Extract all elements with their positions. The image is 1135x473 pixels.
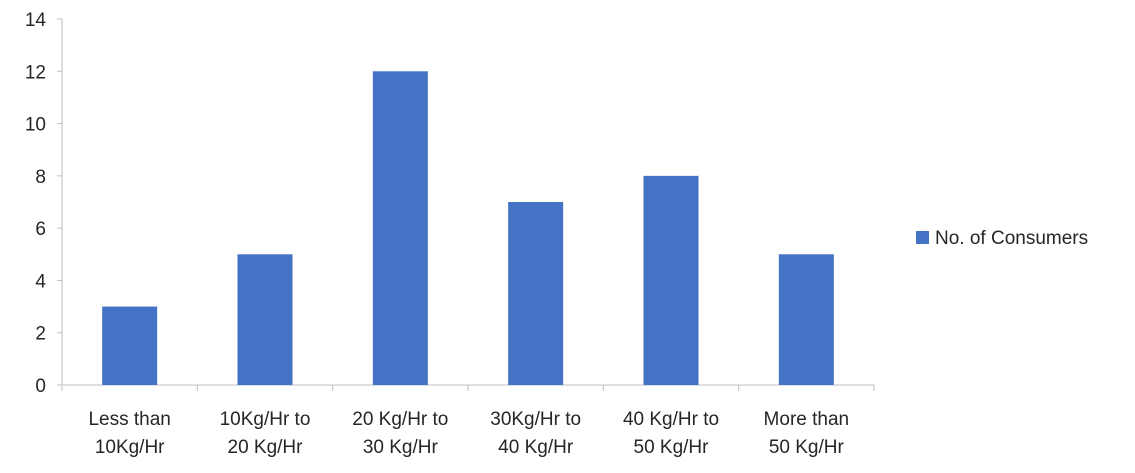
x-category-label: 10Kg/Hr (95, 437, 165, 458)
x-category-label: 50 Kg/Hr (634, 437, 710, 458)
y-tick-label: 4 (35, 271, 46, 292)
y-tick-label: 14 (25, 10, 47, 31)
y-tick-label: 0 (35, 376, 46, 397)
y-tick-label: 10 (25, 115, 46, 136)
bar (643, 175, 699, 385)
x-category-label: 30 Kg/Hr (363, 437, 439, 458)
bar (372, 71, 428, 386)
x-category-label: 10Kg/Hr to (220, 409, 311, 430)
bar (508, 202, 564, 385)
x-category-label: Less than (88, 409, 170, 430)
x-category-label: 20 Kg/Hr to (352, 409, 448, 430)
axes: 0 2 4 6 8 10 12 14 (25, 10, 875, 397)
legend: No. of Consumers (916, 228, 1088, 249)
legend-label: No. of Consumers (935, 228, 1088, 249)
x-category-label: 50 Kg/Hr (769, 437, 845, 458)
bar (102, 306, 158, 385)
y-tick-label: 6 (35, 219, 46, 240)
x-category-label: More than (764, 409, 850, 430)
y-tick-label: 12 (25, 62, 46, 83)
y-tick-label: 8 (35, 167, 46, 188)
x-category-label: 20 Kg/Hr (228, 437, 304, 458)
y-tick-label: 2 (35, 324, 46, 345)
bar (778, 254, 834, 385)
x-category-label: 40 Kg/Hr (498, 437, 574, 458)
category-labels: Less than 10Kg/Hr 10Kg/Hr to 20 Kg/Hr 20 Kg/… (88, 409, 849, 458)
x-category-label: 40 Kg/Hr to (623, 409, 719, 430)
legend-swatch (916, 231, 929, 244)
bar (237, 254, 293, 385)
x-category-label: 30Kg/Hr to (490, 409, 581, 430)
bars (102, 71, 834, 386)
